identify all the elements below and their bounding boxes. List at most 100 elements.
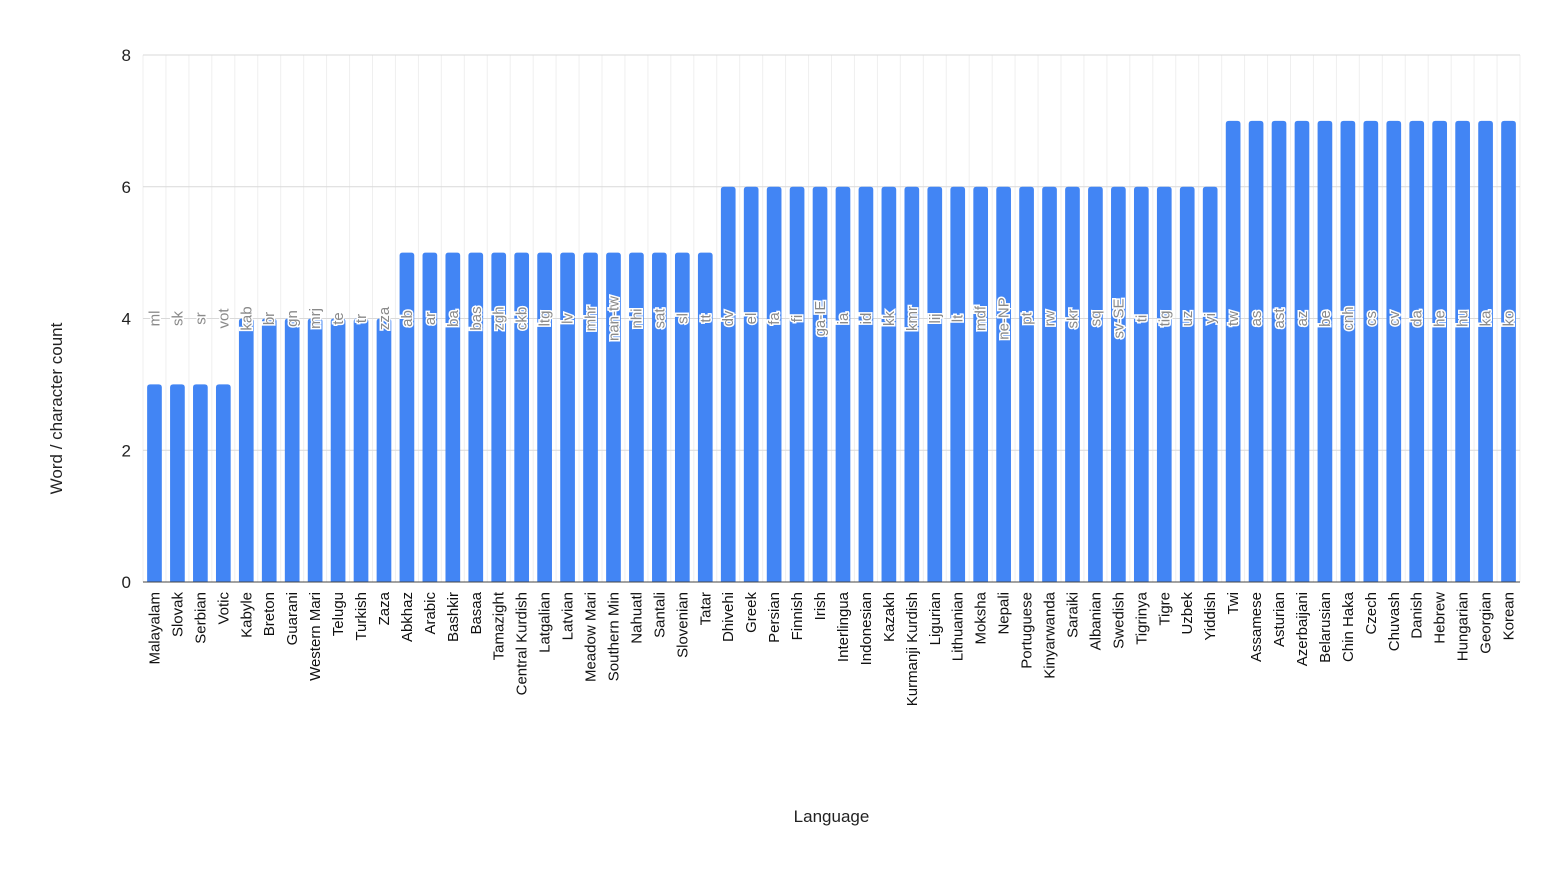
x-tick-label: Latvian [560, 592, 577, 640]
data-label: cv [1386, 311, 1403, 327]
x-tick-label: Albanian [1087, 592, 1104, 650]
data-label: ltg [537, 311, 554, 327]
x-tick-label: Saraiki [1064, 592, 1081, 638]
bar [514, 252, 530, 582]
bar [583, 252, 598, 582]
data-label: as [1248, 311, 1265, 327]
x-tick-label: Western Mari [307, 592, 324, 681]
data-label: sat [651, 308, 668, 329]
bar [629, 252, 644, 582]
bar [1386, 120, 1402, 582]
bar [147, 384, 162, 582]
bar [1455, 120, 1470, 582]
data-label: sv-SE [1110, 298, 1127, 338]
x-tick-label: Interlingua [835, 591, 852, 662]
data-label: sq [1087, 311, 1104, 327]
x-tick-label: Assamese [1248, 592, 1265, 662]
bar [1248, 120, 1264, 582]
data-label: vot [215, 308, 232, 329]
bar [215, 384, 231, 582]
x-axis-ticks: Malayalam Slovak Serbian Votic Kabyle Breton G… [146, 591, 1517, 706]
bar [468, 252, 484, 582]
bar [376, 318, 392, 582]
y-tick-label: 6 [122, 178, 131, 197]
bar [284, 318, 300, 582]
x-tick-label: Finnish [789, 592, 806, 640]
bar [652, 252, 667, 582]
data-label: tr [353, 314, 370, 323]
data-label: ast [1271, 308, 1288, 329]
bar [1111, 186, 1126, 582]
data-label: mrj [307, 308, 324, 329]
bar [1478, 120, 1493, 582]
y-axis-ticks: 0 2 4 6 8 [122, 46, 131, 592]
x-tick-label: Yiddish [1202, 592, 1219, 641]
bar [904, 186, 920, 582]
x-tick-label: Georgian [1478, 592, 1495, 654]
x-tick-label: Czech [1363, 592, 1380, 635]
data-label: ka [1478, 310, 1495, 327]
x-tick-label: Nahuatl [628, 592, 645, 644]
x-axis-title: Language [794, 807, 870, 826]
x-tick-label: Slovenian [674, 592, 691, 658]
bar [1432, 120, 1448, 582]
bar [835, 186, 851, 582]
x-tick-label: Slovak [169, 592, 186, 638]
bar [1363, 120, 1379, 582]
bar [422, 252, 438, 582]
data-label: fa [766, 312, 783, 325]
bar [353, 318, 369, 582]
bar [674, 252, 690, 582]
x-tick-label: Moksha [973, 591, 990, 644]
data-label: zgh [491, 306, 508, 330]
x-tick-label: Tamazight [491, 591, 508, 660]
x-tick-label: Kinyarwanda [1042, 591, 1059, 678]
x-tick-label: Telugu [330, 592, 347, 636]
data-label: tig [1156, 311, 1173, 327]
x-tick-label: Arabic [422, 592, 439, 635]
data-label: sk [169, 311, 186, 327]
bar [858, 186, 874, 582]
data-label: gn [284, 310, 301, 327]
bar [881, 186, 897, 582]
data-label: uz [1179, 311, 1196, 327]
data-label: hu [1455, 310, 1472, 327]
data-label: rw [1042, 310, 1059, 326]
x-tick-label: Turkish [353, 592, 370, 641]
x-tick-label: Azerbaijani [1294, 592, 1311, 666]
x-tick-label: Tatar [697, 592, 714, 625]
data-label: ml [146, 311, 163, 327]
bar [1088, 186, 1103, 582]
bar [1065, 186, 1080, 582]
data-label: lt [950, 314, 967, 322]
data-label: kmr [904, 306, 921, 331]
x-tick-label: Persian [766, 592, 783, 643]
bar [1271, 120, 1287, 582]
data-label: sr [192, 312, 209, 325]
data-label: ckb [514, 307, 531, 330]
x-tick-label: Breton [261, 592, 278, 636]
x-tick-label: Kabyle [238, 592, 255, 638]
x-tick-label: Belarusian [1317, 592, 1334, 663]
data-label: zza [376, 306, 393, 330]
bar [560, 252, 575, 582]
data-label: el [743, 313, 760, 325]
bars [147, 120, 1516, 582]
bar [1501, 120, 1516, 582]
data-label: mhr [583, 306, 600, 332]
data-label: kab [238, 306, 255, 330]
bar [812, 186, 828, 582]
x-tick-label: Basaa [468, 591, 485, 634]
bar [1340, 120, 1356, 582]
y-tick-label: 8 [122, 46, 131, 65]
data-label: cnh [1340, 306, 1357, 330]
horizontal-grid [143, 54, 1520, 451]
data-label: tt [697, 314, 714, 323]
data-label: id [858, 313, 875, 325]
x-tick-label: Indonesian [858, 592, 875, 665]
x-tick-label: Guarani [284, 592, 301, 645]
data-label: mdf [973, 305, 990, 331]
bar [193, 384, 208, 582]
data-labels: ml sk sr vot kab br gn mrj te tr zza ab ar ba bas zgh ck… [145, 294, 1519, 342]
